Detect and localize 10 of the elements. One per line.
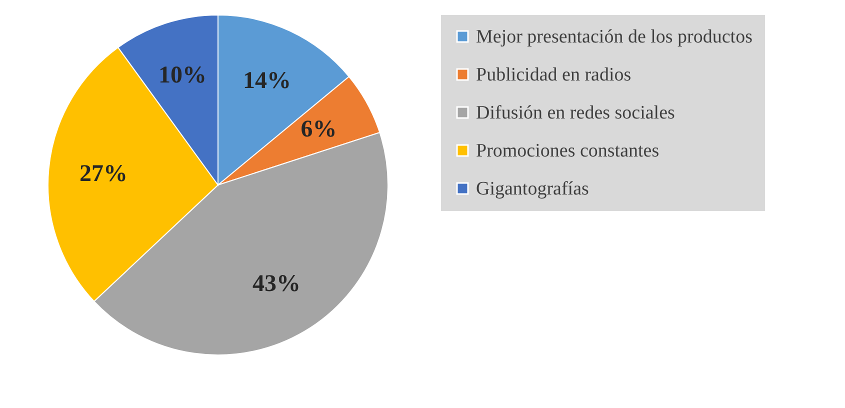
legend-label: Gigantografías — [476, 178, 589, 200]
data-label: 43% — [252, 270, 301, 297]
legend-label: Publicidad en radios — [476, 64, 632, 86]
data-label: 14% — [242, 68, 291, 94]
legend-label: Difusión en redes sociales — [476, 102, 675, 124]
legend-label: Mejor presentación de los productos — [476, 26, 752, 48]
data-label: 10% — [158, 62, 206, 89]
data-label: 6% — [300, 116, 337, 143]
legend-label: Promociones constantes — [476, 140, 660, 162]
data-label: 27% — [80, 161, 128, 188]
